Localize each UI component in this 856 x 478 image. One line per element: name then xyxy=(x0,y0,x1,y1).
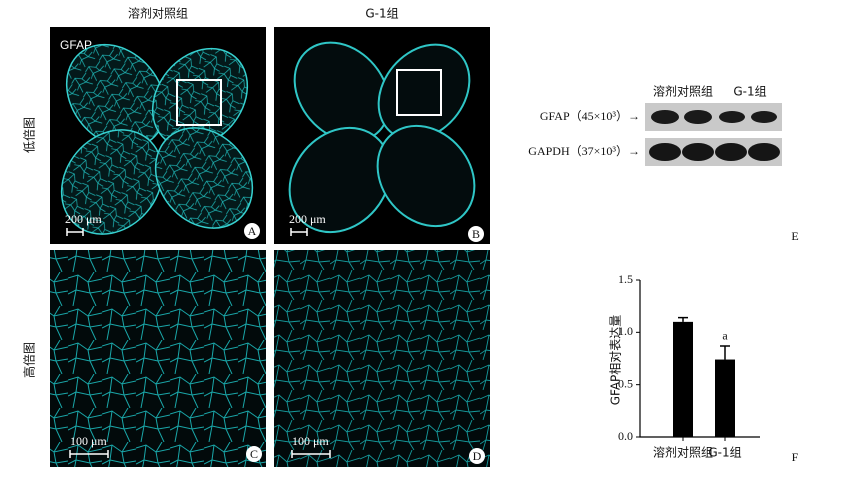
error-bar xyxy=(720,345,730,360)
retina xyxy=(288,41,476,234)
error-bar xyxy=(678,316,688,322)
panel-letter: D xyxy=(473,449,482,463)
panel-letter: A xyxy=(248,224,257,238)
blot-group-label: G-1组 xyxy=(733,85,766,99)
retina xyxy=(60,43,254,235)
bar xyxy=(715,359,735,437)
x-tick-label: 溶剂对照组 xyxy=(653,445,713,460)
scale-bar-label: 200 μm xyxy=(289,212,326,226)
scale-bar xyxy=(69,450,109,458)
zoom-box xyxy=(396,69,442,116)
y-tick-label: 0.0 xyxy=(618,429,633,443)
column-title: 溶剂对照组 xyxy=(128,6,188,21)
zoom-box xyxy=(176,79,222,126)
column-title: G-1组 xyxy=(365,7,398,21)
panel-letter: C xyxy=(250,447,258,461)
micrograph xyxy=(50,250,266,467)
band-label: GAPDH（37×10³）→ xyxy=(528,144,640,158)
annotation: a xyxy=(722,329,728,343)
stain-label: GFAP xyxy=(60,38,92,52)
x-tick-label: G-1组 xyxy=(708,446,741,460)
blot-bands xyxy=(651,110,777,124)
y-tick-label: 0.5 xyxy=(618,376,633,390)
panel-letter: E xyxy=(791,229,798,243)
y-axis-label: GFAP相对表达量 xyxy=(609,315,623,406)
scale-bar xyxy=(290,228,308,236)
band-label: GFAP（45×10³）→ xyxy=(540,109,640,123)
blot-group-label: 溶剂对照组 xyxy=(653,84,713,99)
panel-badge xyxy=(244,223,260,239)
y-tick-label: 1.5 xyxy=(618,272,633,286)
panel-letter: F xyxy=(792,450,799,464)
axes xyxy=(639,280,760,438)
panel-badge xyxy=(468,226,484,242)
row-label: 高倍图 xyxy=(22,342,37,378)
scale-bar xyxy=(66,228,84,236)
bar xyxy=(673,321,693,437)
panel-badge xyxy=(469,448,485,464)
scale-bar-label: 100 μm xyxy=(70,434,107,448)
panel-badge xyxy=(246,446,262,462)
y-tick-label: 1.0 xyxy=(618,324,633,338)
blot-bands xyxy=(649,143,780,161)
panel-letter: B xyxy=(472,227,480,241)
micrograph xyxy=(274,250,490,467)
row-label: 低倍图 xyxy=(22,117,37,153)
scale-bar-label: 200 μm xyxy=(65,212,102,226)
scale-bar xyxy=(291,450,331,458)
scale-bar-label: 100 μm xyxy=(292,434,329,448)
